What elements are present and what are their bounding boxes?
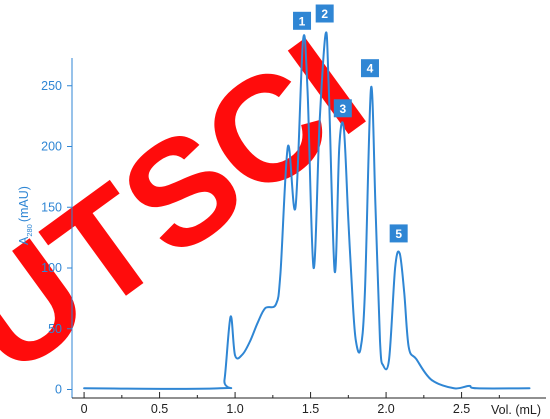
peak-label-number: 5 [395,227,402,241]
absorbance-trace-line [83,31,531,390]
y-tick-label: 100 [41,261,62,275]
peak-label-number: 1 [299,14,306,28]
y-tick-label: 50 [48,322,62,336]
peak-label-5: 5 [389,224,408,243]
peak-label-badge [293,11,312,30]
y-tick-label: 150 [41,200,62,214]
x-tick-label: 1.0 [226,402,243,416]
peak-label-badge [360,59,379,78]
peak-label-4: 4 [360,59,379,78]
y-axis-title-unit: (mAU) [17,186,31,222]
y-axis-title: A280 (mAU) [17,186,34,245]
x-tick-label: 2.5 [453,402,470,416]
y-axis-title-main: A [17,236,31,245]
peak-label-badge [333,99,352,118]
y-axis-ticks: 0 50 100 150 200 250 [41,79,72,397]
peak-label-number: 4 [367,62,374,76]
peak-label-number: 2 [321,7,328,21]
peak-label-1: 1 [293,11,312,30]
peak-labels: 1 2 3 4 5 [293,4,408,243]
y-tick-label: 200 [41,140,62,154]
x-tick-label: 1.5 [302,402,319,416]
x-axis-ticks: 0 0.5 1.0 1.5 2.0 2.5 [81,392,500,416]
y-tick-label: 250 [41,79,62,93]
peak-label-number: 3 [339,102,346,116]
x-tick-label: 0.5 [151,402,168,416]
x-axis-title: Vol. (mL) [491,403,541,417]
peak-label-3: 3 [333,99,352,118]
x-tick-label: 2.0 [377,402,394,416]
y-axis-title-subscript: 280 [25,224,34,237]
y-tick-label: 0 [55,383,62,397]
x-tick-label: 0 [81,402,88,416]
peak-label-badge [315,4,334,23]
peak-label-2: 2 [315,4,334,23]
peak-label-badge [389,224,408,243]
